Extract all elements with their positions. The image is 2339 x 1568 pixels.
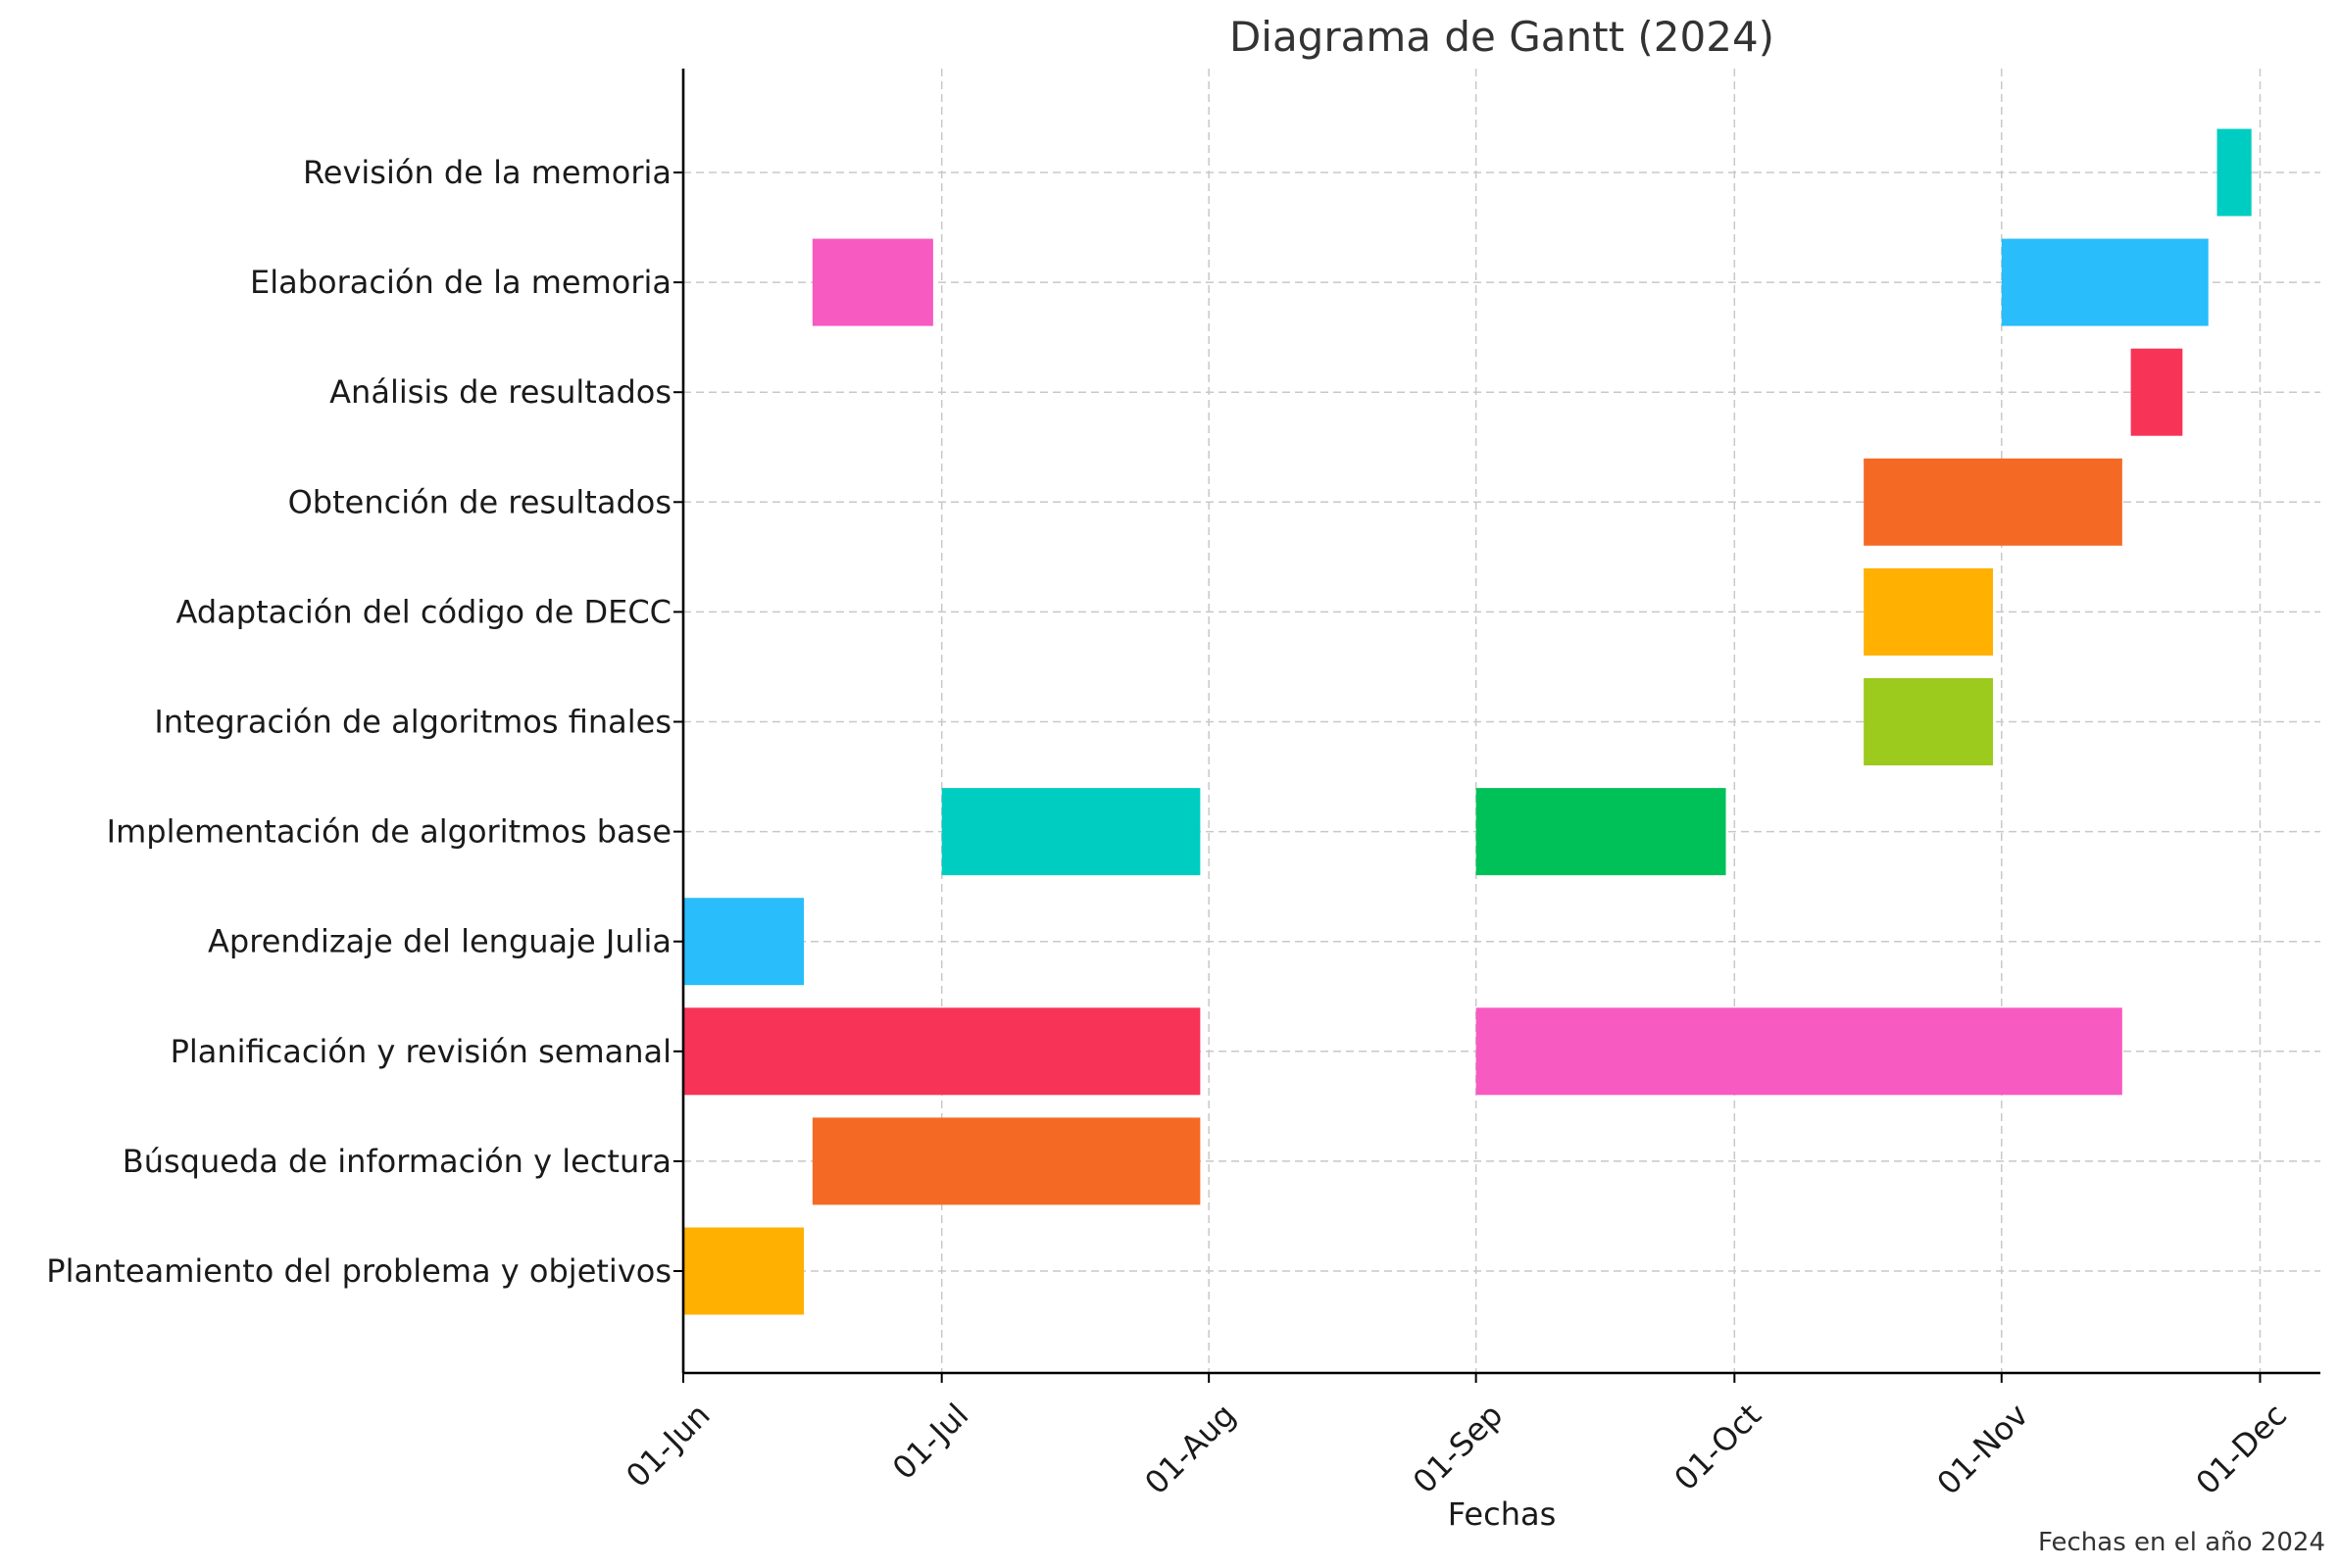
y-tick-label-aprendizaje-del-lenguaje-julia: Aprendizaje del lenguaje Julia: [208, 923, 672, 960]
footnote: Fechas en el año 2024: [2038, 1528, 2325, 1557]
gantt-bar-adaptacion-del-codigo-de-decc: [1864, 567, 1993, 656]
x-tick-label: 01-Jun: [619, 1396, 717, 1494]
y-tick-label-integracion-de-algoritmos-finales: Integración de algoritmos finales: [154, 704, 672, 741]
y-tick-label-elaboracion-de-la-memoria: Elaboración de la memoria: [250, 264, 672, 301]
x-axis-label: Fechas: [1448, 1495, 1557, 1533]
gantt-bar-planificacion-y-revision-semanal: [683, 1007, 1201, 1096]
y-tick-label-planificacion-y-revision-semanal: Planificación y revisión semanal: [171, 1033, 672, 1070]
x-tick-label: 01-Aug: [1137, 1396, 1243, 1502]
gantt-bar-obtencion-de-resultados: [1864, 458, 2122, 546]
gantt-bar-revision-de-la-memoria: [2216, 128, 2252, 217]
gantt-bar-planificacion-y-revision-semanal: [1475, 1007, 2122, 1096]
gantt-bar-busqueda-de-informacion-y-lectura: [812, 1117, 1201, 1205]
gantt-bar-analisis-de-resultados: [2130, 348, 2183, 436]
x-tick-label: 01-Dec: [2188, 1396, 2294, 1502]
x-tick-label: 01-Oct: [1667, 1396, 1768, 1498]
y-tick-label-adaptacion-del-codigo-de-decc: Adaptación del código de DECC: [176, 593, 672, 630]
axis-layer: 01-Jun 01-Jul 01-Aug 01-Sep 01-Oct 01-Nov 01-D…: [46, 69, 2320, 1502]
y-tick-label-planteamiento-del-problema-y-objetivos: Planteamiento del problema y objetivos: [46, 1252, 672, 1290]
x-tick-label: 01-Nov: [1929, 1396, 2035, 1502]
gantt-bar-aprendizaje-del-lenguaje-julia: [683, 898, 805, 986]
x-tick-label: 01-Jul: [885, 1396, 975, 1487]
gantt-bar-elaboracion-de-la-memoria: [812, 238, 933, 326]
x-tick-label: 01-Sep: [1406, 1396, 1510, 1500]
y-tick-label-analisis-de-resultados: Análisis de resultados: [329, 373, 672, 411]
bar-layer: [683, 128, 2252, 1315]
y-tick-label-obtencion-de-resultados: Obtención de resultados: [288, 483, 672, 520]
gantt-bar-implementacion-de-algoritmos-base: [941, 788, 1201, 876]
gantt-bar-elaboracion-de-la-memoria: [2001, 238, 2209, 326]
chart-title: Diagrama de Gantt (2024): [1229, 13, 1774, 61]
gantt-bar-implementacion-de-algoritmos-base: [1475, 788, 1726, 876]
y-tick-label-revision-de-la-memoria: Revisión de la memoria: [303, 154, 672, 191]
gantt-bar-integracion-de-algoritmos-finales: [1864, 678, 1993, 765]
gantt-bar-planteamiento-del-problema-y-objetivos: [683, 1227, 805, 1315]
y-tick-label-busqueda-de-informacion-y-lectura: Búsqueda de información y lectura: [123, 1143, 672, 1180]
y-tick-label-implementacion-de-algoritmos-base: Implementación de algoritmos base: [107, 813, 672, 851]
